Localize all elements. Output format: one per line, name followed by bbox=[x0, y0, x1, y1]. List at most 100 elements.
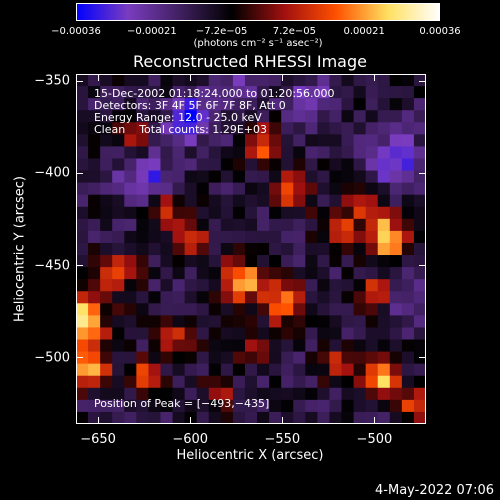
heatmap-cell bbox=[353, 291, 367, 304]
heatmap-cell bbox=[293, 315, 306, 329]
heatmap-cell bbox=[401, 351, 415, 365]
heatmap-cell bbox=[341, 158, 355, 172]
heatmap-plot-area bbox=[76, 74, 426, 424]
colorbar-tick-label: −7.2e−05 bbox=[195, 26, 248, 37]
heatmap-cell bbox=[305, 182, 318, 196]
heatmap-cell bbox=[257, 387, 270, 401]
heatmap-cell bbox=[220, 327, 234, 341]
heatmap-cell bbox=[232, 206, 246, 220]
heatmap-cell bbox=[389, 375, 403, 389]
heatmap-cell bbox=[76, 375, 89, 389]
heatmap-cell bbox=[317, 230, 331, 244]
heatmap-cell bbox=[305, 315, 318, 329]
heatmap-cell bbox=[196, 255, 210, 268]
heatmap-cell bbox=[413, 146, 426, 160]
heatmap-cell bbox=[220, 146, 234, 160]
heatmap-cell bbox=[317, 242, 331, 256]
heatmap-cell bbox=[160, 134, 174, 148]
heatmap-cell bbox=[76, 206, 89, 220]
heatmap-cell bbox=[365, 194, 379, 208]
x-tick-mark bbox=[97, 417, 99, 424]
heatmap-cell bbox=[269, 351, 282, 365]
heatmap-cell bbox=[220, 122, 234, 135]
heatmap-cell bbox=[100, 230, 113, 244]
heatmap-cell bbox=[413, 411, 426, 424]
heatmap-cell bbox=[112, 351, 125, 365]
heatmap-cell bbox=[124, 206, 137, 220]
heatmap-cell bbox=[305, 158, 318, 172]
heatmap-cell bbox=[377, 110, 391, 123]
heatmap-cell bbox=[208, 399, 222, 413]
heatmap-cell bbox=[317, 315, 331, 329]
heatmap-cell bbox=[208, 411, 222, 424]
heatmap-cell bbox=[76, 363, 89, 377]
heatmap-cell bbox=[76, 339, 89, 353]
x-tick-mark bbox=[281, 417, 283, 424]
heatmap-cell bbox=[377, 74, 391, 87]
heatmap-cell bbox=[232, 291, 246, 304]
heatmap-cell bbox=[389, 158, 403, 172]
heatmap-cell bbox=[401, 122, 415, 135]
heatmap-cell bbox=[389, 387, 403, 401]
heatmap-cell bbox=[413, 122, 426, 135]
heatmap-cell bbox=[353, 267, 367, 280]
heatmap-cell bbox=[353, 339, 367, 353]
heatmap-cell bbox=[401, 182, 415, 196]
heatmap-cell bbox=[401, 279, 415, 292]
heatmap-cell bbox=[257, 411, 270, 424]
heatmap-cell bbox=[172, 110, 186, 123]
heatmap-cell bbox=[172, 291, 186, 304]
heatmap-cell bbox=[293, 170, 306, 184]
heatmap-cell bbox=[136, 267, 150, 280]
heatmap-cell bbox=[353, 242, 367, 256]
heatmap-cell bbox=[76, 134, 89, 148]
heatmap-cell bbox=[341, 110, 355, 123]
heatmap-cell bbox=[124, 315, 137, 329]
heatmap-cell bbox=[172, 98, 186, 111]
heatmap-cell bbox=[401, 255, 415, 268]
heatmap-cell bbox=[232, 170, 246, 184]
render-timestamp: 4-May-2022 07:06 bbox=[375, 483, 494, 498]
heatmap-cell bbox=[401, 206, 415, 220]
heatmap-cell bbox=[160, 170, 174, 184]
heatmap-cell bbox=[124, 363, 137, 377]
heatmap-cell bbox=[136, 182, 150, 196]
heatmap-cell bbox=[401, 291, 415, 304]
colorbar-tick-label: −0.00021 bbox=[126, 26, 177, 37]
heatmap-cell bbox=[293, 339, 306, 353]
heatmap-cell bbox=[389, 74, 403, 87]
heatmap-cell bbox=[341, 146, 355, 160]
heatmap-cell bbox=[293, 86, 306, 99]
heatmap-cell bbox=[88, 242, 101, 256]
heatmap-cell bbox=[281, 315, 294, 329]
heatmap-cell bbox=[293, 363, 306, 377]
heatmap-cell bbox=[293, 122, 306, 135]
heatmap-cell bbox=[353, 399, 367, 413]
heatmap-cell bbox=[413, 255, 426, 268]
heatmap-cell bbox=[389, 182, 403, 196]
heatmap-cell bbox=[220, 387, 234, 401]
heatmap-cell bbox=[329, 218, 343, 232]
x-tick-label: −500 bbox=[356, 432, 393, 447]
heatmap-cell bbox=[305, 327, 318, 341]
heatmap-cell bbox=[317, 182, 331, 196]
heatmap-cell bbox=[100, 86, 113, 99]
heatmap-cell bbox=[88, 255, 101, 268]
heatmap-cell bbox=[281, 279, 294, 292]
heatmap-cell bbox=[365, 375, 379, 389]
heatmap-cell bbox=[269, 110, 282, 123]
heatmap-cell bbox=[317, 98, 331, 111]
heatmap-cell bbox=[208, 110, 222, 123]
heatmap-cell bbox=[341, 242, 355, 256]
heatmap-cell bbox=[341, 351, 355, 365]
heatmap-cell bbox=[329, 327, 343, 341]
heatmap-cell bbox=[401, 327, 415, 341]
heatmap-cell bbox=[148, 387, 162, 401]
heatmap-cell bbox=[317, 194, 331, 208]
heatmap-cell bbox=[76, 182, 89, 196]
heatmap-cell bbox=[208, 291, 222, 304]
heatmap-cell bbox=[365, 315, 379, 329]
heatmap-cell bbox=[413, 182, 426, 196]
heatmap-cell bbox=[136, 303, 150, 316]
heatmap-cell bbox=[341, 98, 355, 111]
